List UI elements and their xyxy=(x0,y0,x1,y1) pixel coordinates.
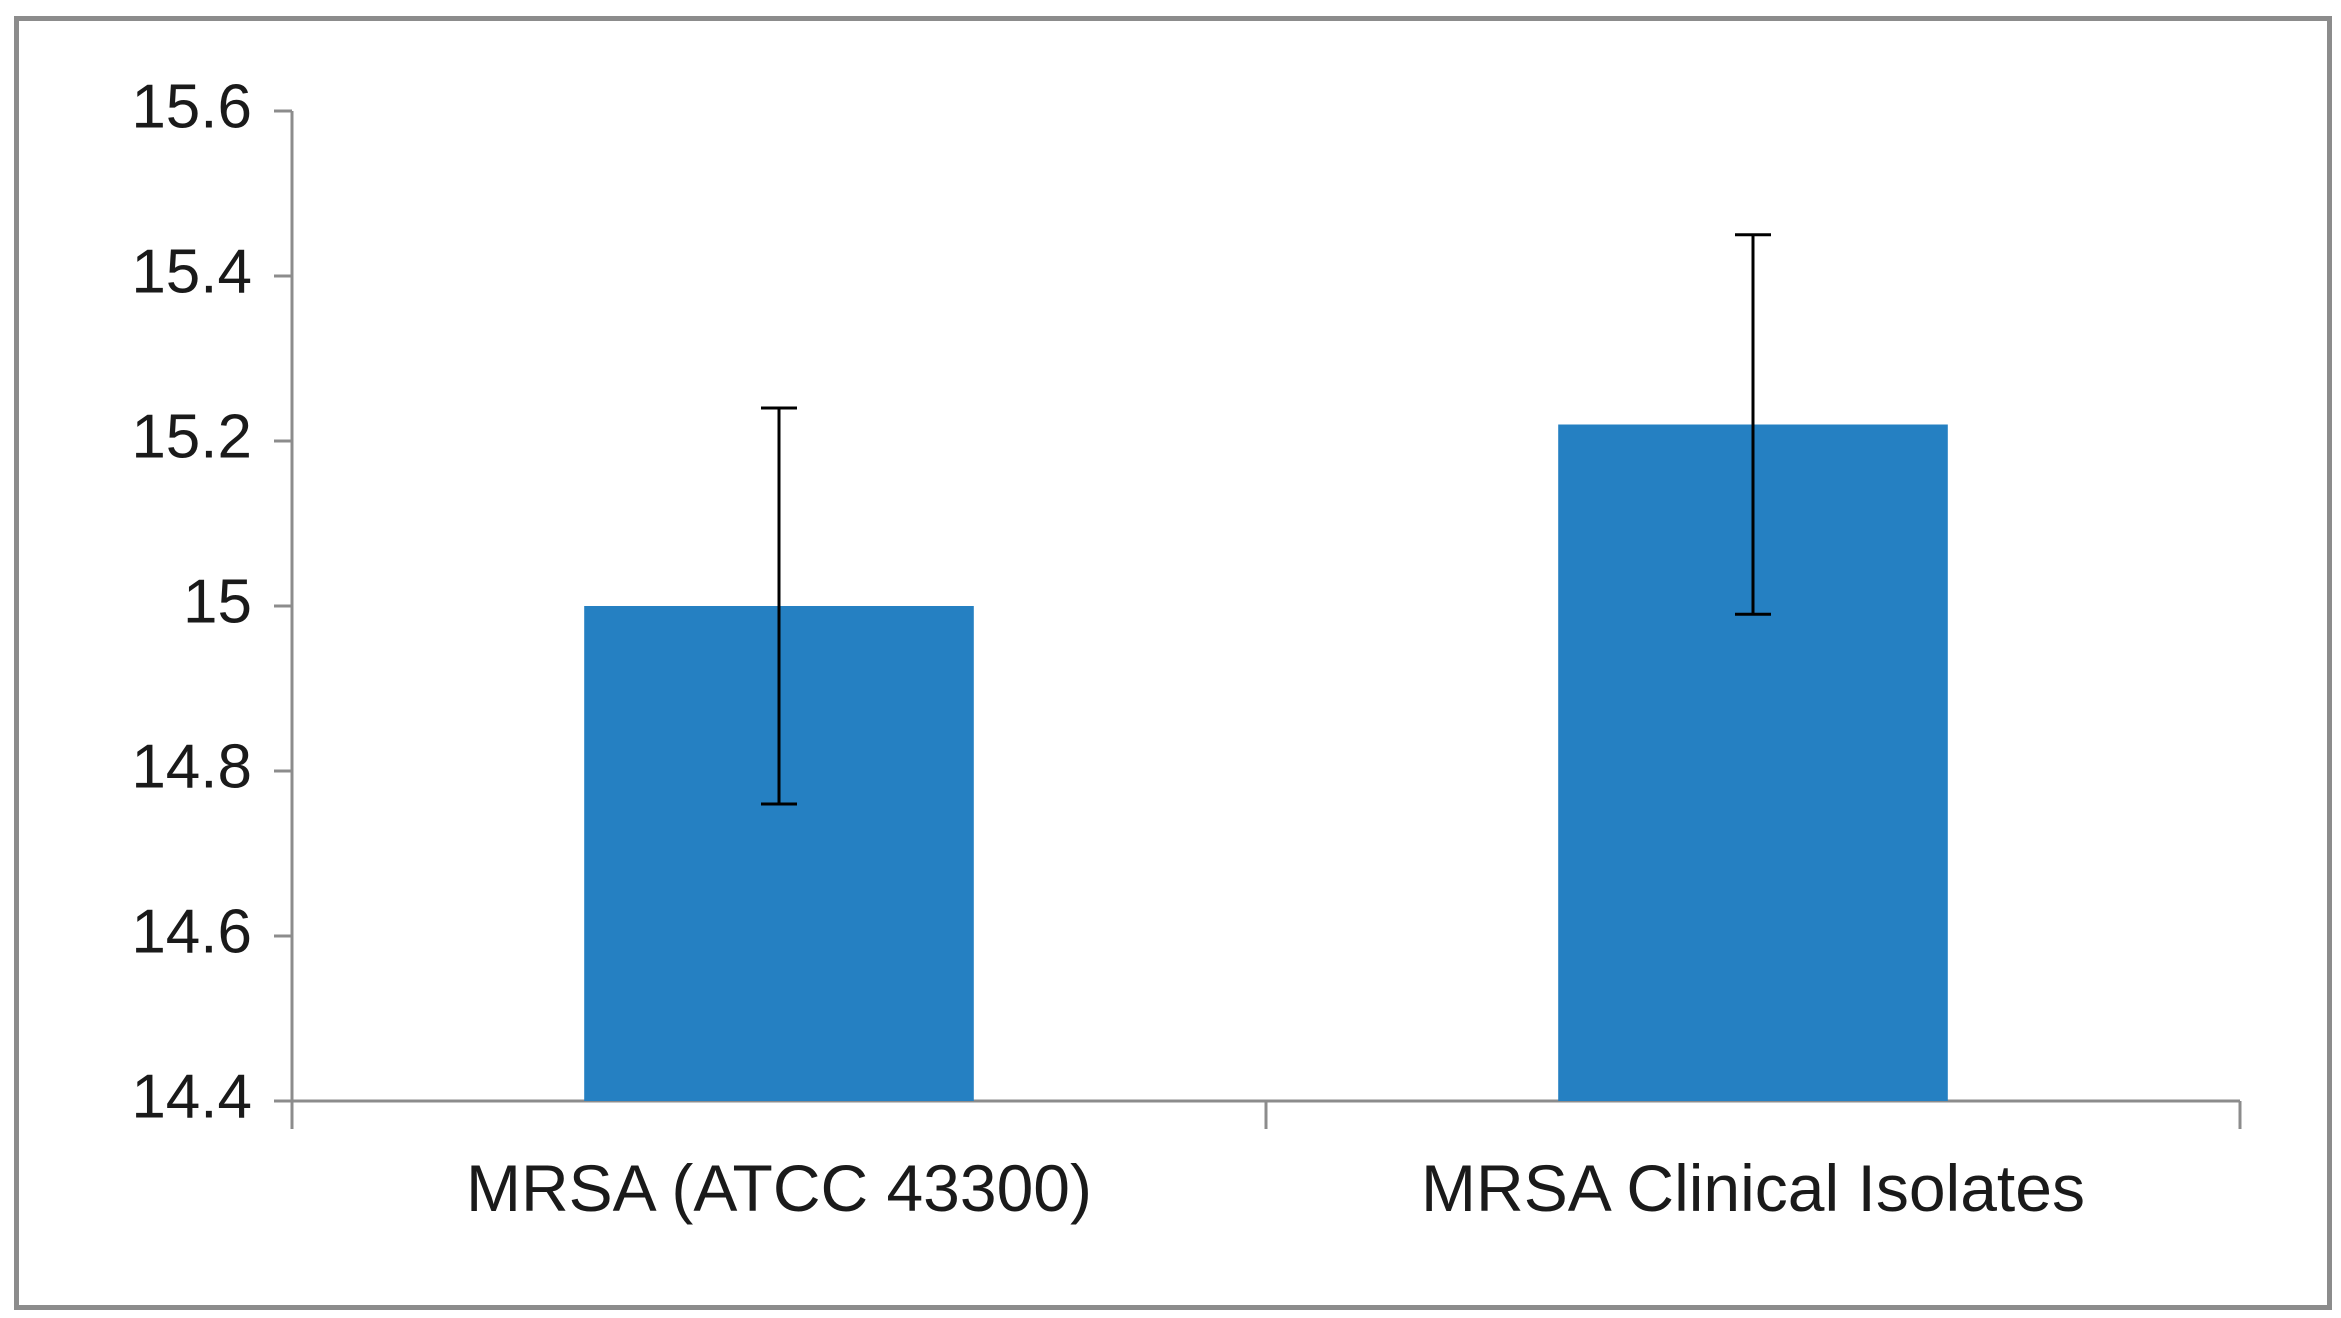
y-tick-label: 14.4 xyxy=(131,1062,252,1131)
category-label: MRSA Clinical Isolates xyxy=(1421,1151,2085,1225)
y-tick-label: 14.6 xyxy=(131,897,252,966)
y-axis: 14.4 14.6 14.8 15 15.2 15.4 15.6 xyxy=(131,72,294,1131)
error-bars xyxy=(761,233,1771,806)
bars xyxy=(584,424,1948,1101)
category-labels: MRSA (ATCC 43300) MRSA Clinical Isolates xyxy=(466,1151,2085,1225)
y-tick-label: 14.8 xyxy=(131,732,252,801)
x-axis xyxy=(290,1099,2242,1129)
y-tick-label: 15.4 xyxy=(131,237,252,306)
y-tick-label: 15 xyxy=(183,567,252,636)
y-tick-label: 15.2 xyxy=(131,402,252,471)
category-label: MRSA (ATCC 43300) xyxy=(466,1151,1092,1225)
y-tick-label: 15.6 xyxy=(131,72,252,141)
